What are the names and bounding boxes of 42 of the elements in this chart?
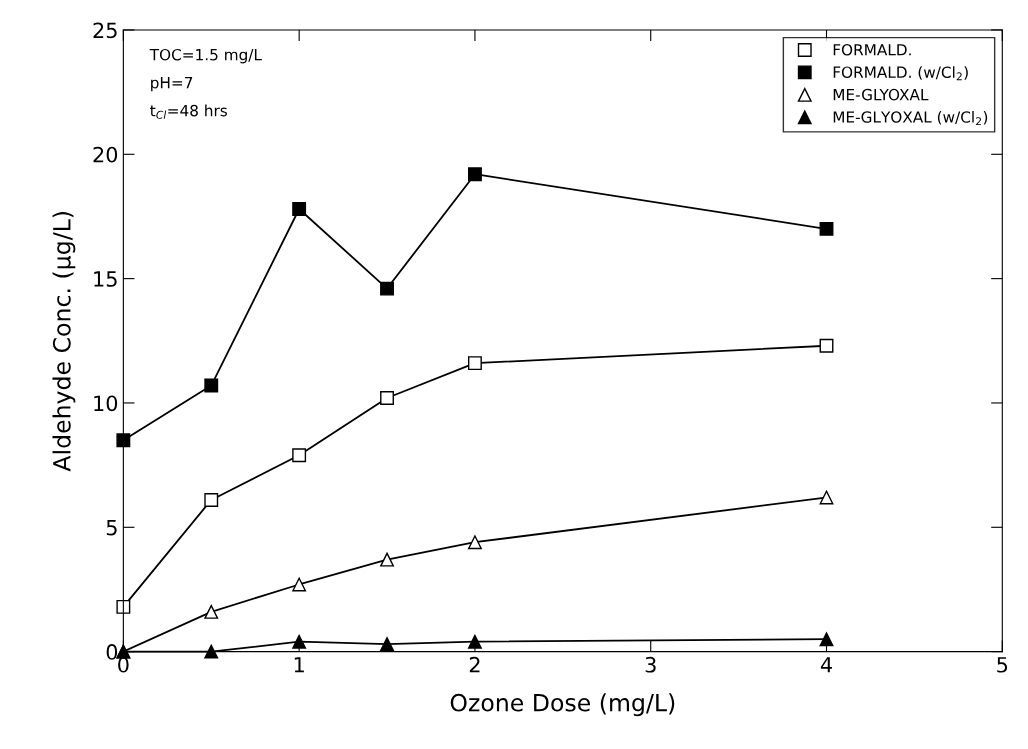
legend-label: ME-GLYOXAL (w/Cl$_{2}$) bbox=[833, 110, 988, 126]
legend-label: FORMALD. (w/Cl$_{2}$) bbox=[833, 66, 968, 81]
point bbox=[204, 492, 219, 507]
point bbox=[380, 391, 394, 405]
x-tick-label: 4 bbox=[820, 657, 832, 673]
point bbox=[292, 202, 307, 216]
y-tick-label: 0 bbox=[106, 644, 118, 660]
annotation: TOC=1.5 mg/L bbox=[149, 48, 262, 64]
point bbox=[467, 634, 482, 649]
annotation: pH=7 bbox=[151, 77, 193, 92]
legend-label: ME-GLYOXAL bbox=[833, 88, 929, 101]
point bbox=[292, 634, 307, 649]
x-tick-label: 5 bbox=[997, 657, 1008, 673]
point bbox=[116, 433, 131, 448]
point bbox=[116, 599, 131, 614]
x-tick-label: 1 bbox=[294, 657, 304, 673]
point bbox=[292, 577, 307, 592]
x-axis-title: Ozone Dose (mg/L) bbox=[450, 693, 675, 717]
point bbox=[204, 644, 219, 659]
point bbox=[819, 490, 834, 505]
y-tick-label: 20 bbox=[93, 146, 118, 163]
y-axis-title: Aldehyde Conc. (µg/L) bbox=[52, 212, 76, 472]
point bbox=[819, 338, 834, 353]
point bbox=[467, 535, 482, 550]
point bbox=[819, 221, 834, 236]
y-tick-label: 5 bbox=[106, 520, 117, 536]
point bbox=[380, 281, 394, 296]
legend-label: FORMALD. bbox=[833, 43, 911, 56]
point bbox=[467, 167, 482, 182]
y-tick-label: 15 bbox=[94, 271, 117, 287]
point bbox=[380, 637, 394, 652]
point bbox=[204, 604, 219, 619]
x-tick-label: 2 bbox=[469, 656, 480, 673]
point bbox=[467, 356, 482, 371]
point bbox=[204, 378, 219, 393]
x-tick-label: 3 bbox=[645, 656, 656, 673]
point bbox=[819, 632, 834, 647]
y-tick-label: 25 bbox=[93, 22, 117, 39]
point bbox=[380, 552, 394, 567]
y-tick-label: 10 bbox=[94, 395, 118, 412]
annotation: t$_{Cl}$=48 hrs bbox=[150, 104, 227, 119]
point bbox=[292, 448, 307, 463]
